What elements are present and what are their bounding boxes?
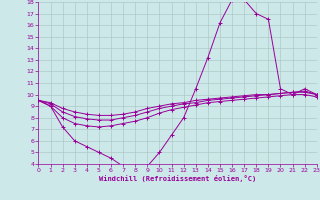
X-axis label: Windchill (Refroidissement éolien,°C): Windchill (Refroidissement éolien,°C) xyxy=(99,175,256,182)
